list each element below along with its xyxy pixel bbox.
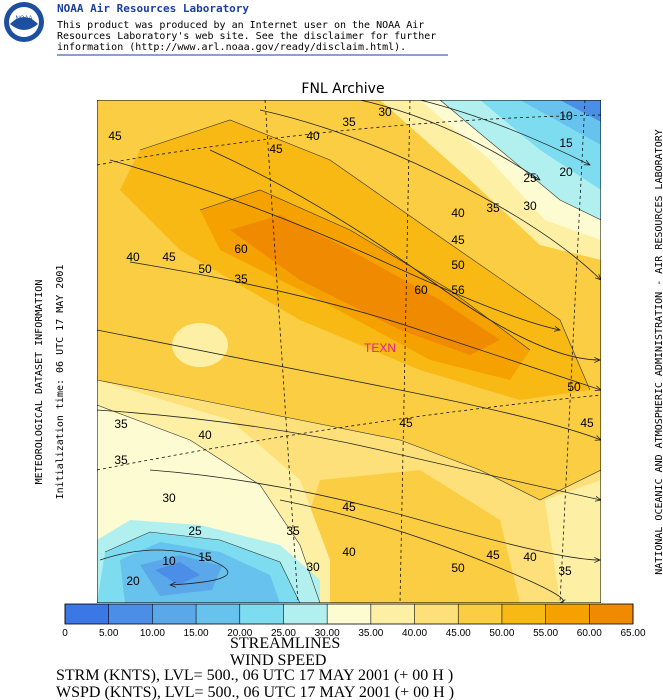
contour-label: 40 bbox=[126, 250, 140, 264]
contour-label: 30 bbox=[378, 105, 392, 119]
contour-labels: 45 40 35 30 10 15 20 25 35 30 40 45 45 50 56 60 60 35 50 45… bbox=[108, 105, 594, 588]
contour-label: 15 bbox=[198, 550, 212, 564]
disclaimer-line: This product was produced by an Internet… bbox=[57, 20, 424, 31]
contour-label: 35 bbox=[286, 524, 300, 538]
colorbar-segment bbox=[545, 604, 590, 624]
contour-label: 50 bbox=[451, 561, 465, 575]
colorbar-segment bbox=[370, 604, 415, 624]
contour-label: 40 bbox=[306, 129, 320, 143]
colorbar-segment bbox=[108, 604, 153, 624]
colorbar-tick-label: 65.00 bbox=[620, 628, 645, 639]
contour-label: 56 bbox=[451, 283, 465, 297]
colorbar-tick-label: 35.00 bbox=[358, 628, 383, 639]
contour-label: 45 bbox=[162, 250, 176, 264]
contour-label: 45 bbox=[108, 129, 122, 143]
contour-label: 35 bbox=[234, 272, 248, 286]
colorbar-tick-label: 10.00 bbox=[140, 628, 165, 639]
contour-label: 30 bbox=[523, 199, 537, 213]
contour-label: 60 bbox=[234, 242, 248, 256]
colorbar-tick-label: 15.00 bbox=[184, 628, 209, 639]
contour-label: 35 bbox=[558, 564, 572, 578]
contour-label: 60 bbox=[414, 283, 428, 297]
contour-label: 40 bbox=[342, 545, 356, 559]
contour-label: 50 bbox=[451, 258, 465, 272]
contour-label: 20 bbox=[559, 165, 573, 179]
contour-label: 45 bbox=[342, 500, 356, 514]
footer-line: WIND SPEED bbox=[230, 652, 326, 669]
contour-label: 15 bbox=[559, 136, 573, 150]
colorbar-segment bbox=[501, 604, 546, 624]
footer-line: STRM (KNTS), LVL= 500., 06 UTC 17 MAY 20… bbox=[56, 667, 453, 684]
colorbar: 0 5.00 10.00 15.00 20.00 25.00 30.00 35.00 40.00… bbox=[62, 603, 646, 639]
colorbar-segment bbox=[458, 604, 502, 624]
colorbar-tick-label: 0 bbox=[62, 628, 68, 639]
contour-label: 45 bbox=[580, 416, 594, 430]
colorbar-segment bbox=[65, 604, 109, 624]
colorbar-tick-label: 55.00 bbox=[533, 628, 558, 639]
colorbar-segment bbox=[589, 604, 633, 624]
colorbar-segment bbox=[239, 604, 284, 624]
logo-text: NOAA bbox=[15, 16, 32, 22]
contour-label: 50 bbox=[198, 262, 212, 276]
station-label: TEXN bbox=[364, 341, 396, 355]
contour-label: 45 bbox=[486, 548, 500, 562]
footer-line: WSPD (KNTS), LVL= 500., 06 UTC 17 MAY 20… bbox=[56, 684, 454, 700]
contour-label: 45 bbox=[269, 142, 283, 156]
colorbar-tick-label: 30.00 bbox=[315, 628, 340, 639]
wind-speed-map bbox=[97, 100, 601, 603]
colorbar-tick-label: 60.00 bbox=[577, 628, 602, 639]
disclaimer-line: Resources Laboratory's web site. See the… bbox=[57, 31, 436, 42]
dataset-label: METEOROLOGICAL DATASET INFORMATION bbox=[34, 280, 45, 485]
contour-label: 35 bbox=[486, 201, 500, 215]
disclaimer-line: information (http://www.arl.noaa.gov/rea… bbox=[57, 42, 406, 53]
contour-label: 45 bbox=[399, 416, 413, 430]
noaa-logo: NOAA bbox=[4, 2, 44, 42]
colorbar-tick-label: 50.00 bbox=[489, 628, 514, 639]
agency-label: NATIONAL OCEANIC AND ATMOSPHERIC ADMINIS… bbox=[654, 129, 663, 575]
contour-label: 20 bbox=[126, 574, 140, 588]
contour-label: 35 bbox=[342, 115, 356, 129]
map-title: FNL Archive bbox=[301, 81, 384, 97]
header-title: NOAA Air Resources Laboratory bbox=[57, 2, 249, 15]
contour-label: 35 bbox=[114, 453, 128, 467]
contour-label: 50 bbox=[567, 380, 581, 394]
colorbar-segment bbox=[283, 604, 328, 624]
init-time-label: Initialization time: 06 UTC 17 MAY 2001 bbox=[55, 265, 66, 500]
contour-label: 35 bbox=[114, 417, 128, 431]
contour-label: 10 bbox=[559, 109, 573, 123]
contour-label: 40 bbox=[451, 206, 465, 220]
footer-line: STREAMLINES bbox=[230, 635, 340, 652]
colorbar-tick-label: 40.00 bbox=[402, 628, 427, 639]
contour-label: 30 bbox=[306, 560, 320, 574]
colorbar-tick-label: 25.00 bbox=[271, 628, 296, 639]
contour-label: 25 bbox=[523, 171, 537, 185]
contour-label: 40 bbox=[523, 550, 537, 564]
contour-label: 40 bbox=[198, 428, 212, 442]
contour-label: 10 bbox=[162, 554, 176, 568]
colorbar-tick-label: 20.00 bbox=[227, 628, 252, 639]
contour-label: 30 bbox=[162, 491, 176, 505]
colorbar-tick-label: 45.00 bbox=[446, 628, 471, 639]
colorbar-segment bbox=[152, 604, 197, 624]
colorbar-segment bbox=[414, 604, 459, 624]
colorbar-segment bbox=[196, 604, 240, 624]
colorbar-segment bbox=[327, 604, 371, 624]
contour-label: 25 bbox=[188, 524, 202, 538]
contour-label: 45 bbox=[451, 233, 465, 247]
colorbar-tick-label: 5.00 bbox=[99, 628, 119, 639]
